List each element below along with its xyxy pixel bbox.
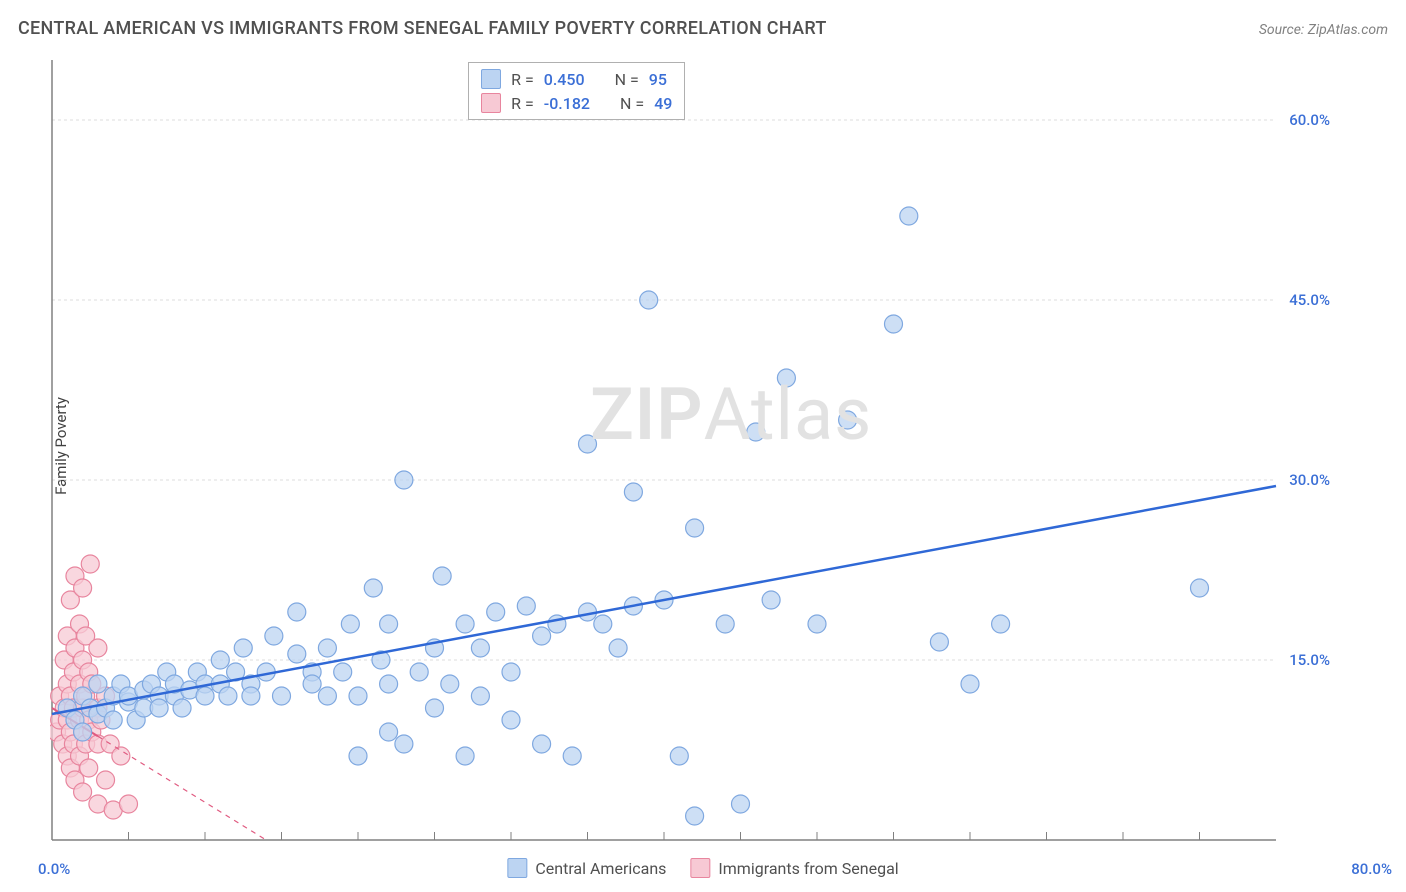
svg-text:15.0%: 15.0% (1289, 651, 1330, 669)
legend-label-series2: Immigrants from Senegal (718, 859, 898, 878)
source-attribution: Source: ZipAtlas.com (1259, 22, 1388, 38)
svg-text:30.0%: 30.0% (1289, 471, 1330, 489)
swatch-series1 (507, 858, 527, 878)
r-label: R = (511, 70, 534, 89)
plot-area: ZIPAtlas 15.0%30.0%45.0%60.0% R = 0.450 … (50, 58, 1336, 842)
x-axis-max-label: 80.0% (1351, 860, 1392, 878)
svg-text:45.0%: 45.0% (1289, 291, 1330, 309)
r-label: R = (511, 94, 534, 113)
stats-row-series2: R = -0.182 N = 49 (469, 91, 684, 115)
r-value-1: 0.450 (544, 70, 585, 89)
n-value-2: 49 (654, 94, 672, 113)
swatch-series2 (481, 93, 501, 113)
scatter-plot-svg: 15.0% 30.0% 45.0% 60.0% (50, 58, 1336, 842)
source-label: Source: (1259, 22, 1308, 38)
legend-item-series1: Central Americans (507, 858, 666, 878)
n-label: N = (615, 70, 639, 89)
stats-legend-box: R = 0.450 N = 95 R = -0.182 N = 49 (468, 62, 685, 120)
r-value-2: -0.182 (544, 94, 590, 113)
source-name: ZipAtlas.com (1308, 22, 1388, 38)
svg-text:60.0%: 60.0% (1289, 111, 1330, 129)
x-axis-origin-label: 0.0% (38, 860, 70, 878)
legend-label-series1: Central Americans (535, 859, 666, 878)
stats-row-series1: R = 0.450 N = 95 (469, 67, 684, 91)
bottom-legend: Central Americans Immigrants from Senega… (507, 858, 898, 878)
swatch-series1 (481, 69, 501, 89)
n-value-1: 95 (649, 70, 667, 89)
legend-item-series2: Immigrants from Senegal (690, 858, 898, 878)
n-label: N = (620, 94, 644, 113)
chart-title: CENTRAL AMERICAN VS IMMIGRANTS FROM SENE… (18, 18, 827, 39)
swatch-series2 (690, 858, 710, 878)
